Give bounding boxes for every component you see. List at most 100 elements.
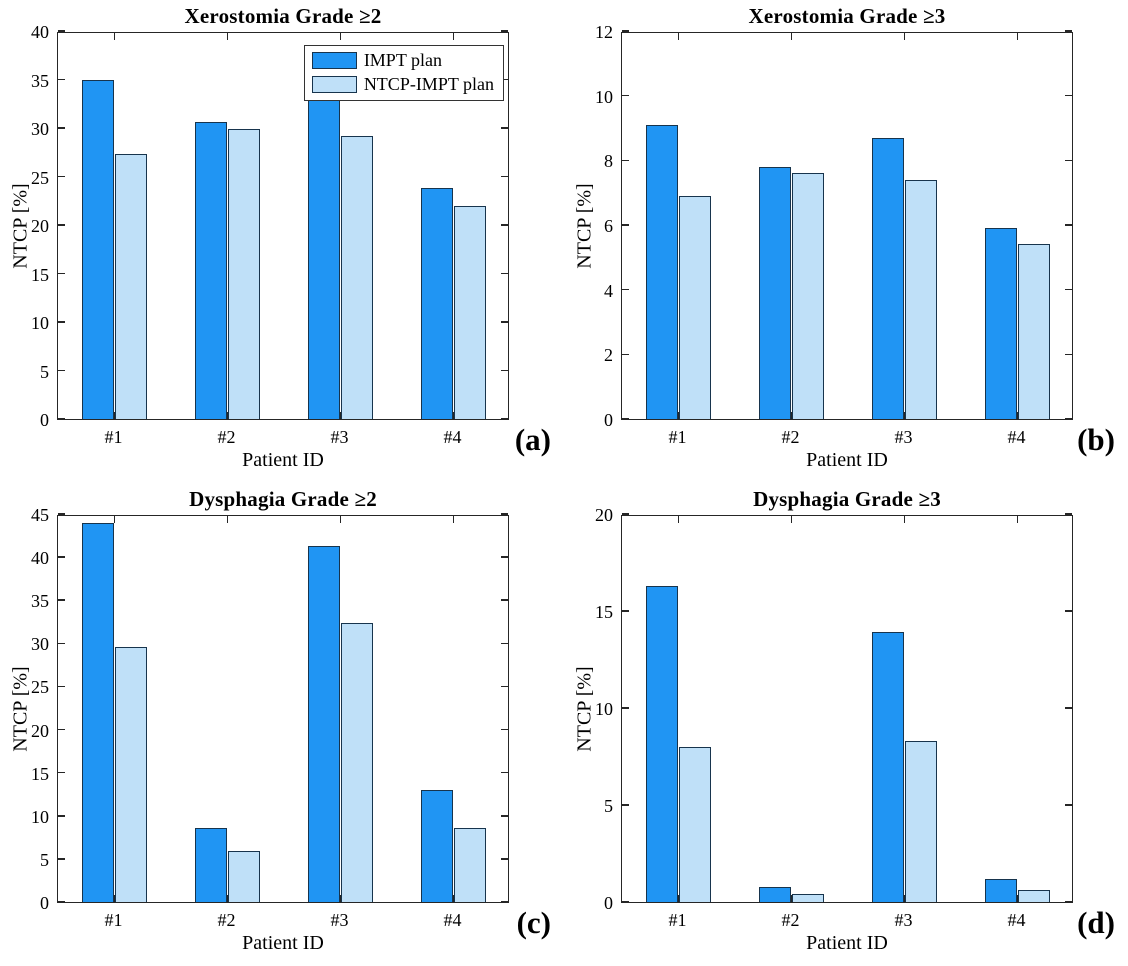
y-tick-label: 5 xyxy=(40,849,49,870)
y-tick-mark xyxy=(622,707,629,709)
bar-ntcp_impt-patient-3 xyxy=(340,135,374,419)
bar-ntcp_impt-patient-4 xyxy=(1017,244,1051,419)
y-tick-label: 25 xyxy=(31,677,49,698)
y-tick-label: 25 xyxy=(31,167,49,188)
y-tick-label: 10 xyxy=(595,86,613,107)
x-tick-label: #3 xyxy=(894,910,913,930)
x-tick-label: #3 xyxy=(330,427,349,447)
y-tick-mark xyxy=(58,815,65,817)
legend-label-impt: IMPT plan xyxy=(363,50,442,70)
chart-title: Xerostomia Grade ≥3 xyxy=(748,4,946,28)
y-tick-label: 0 xyxy=(604,893,613,913)
x-tick-label: #4 xyxy=(1007,910,1026,930)
y-tick-label: 12 xyxy=(595,22,613,42)
bar-ntcp_impt-patient-3 xyxy=(904,740,938,902)
bar-ntcp_impt-patient-1 xyxy=(678,195,712,419)
x-tick-label: #1 xyxy=(104,427,123,447)
x-tick-label: #1 xyxy=(104,910,123,930)
bar-impt-patient-3 xyxy=(871,137,905,419)
y-tick-label: 10 xyxy=(31,313,49,333)
y-tick-mark xyxy=(501,321,508,323)
y-tick-mark xyxy=(58,513,65,515)
x-tick-label: #2 xyxy=(217,427,236,447)
bar-ntcp_impt-patient-2 xyxy=(227,851,261,902)
x-tick-mark xyxy=(677,33,680,40)
y-tick-mark xyxy=(501,771,508,774)
y-tick-label: 15 xyxy=(31,264,49,285)
subplot-dysphagia-grade3: Dysphagia Grade ≥3 NTCP [%] Patient ID (… xyxy=(564,483,1128,966)
x-tick-mark xyxy=(452,516,455,523)
legend-item-impt: IMPT plan xyxy=(311,50,494,71)
y-tick-label: 35 xyxy=(31,70,49,91)
bar-ntcp_impt-patient-1 xyxy=(114,646,148,902)
panel-label-d: (d) xyxy=(1077,905,1115,940)
y-tick-mark xyxy=(501,30,508,32)
chart-title: Xerostomia Grade ≥2 xyxy=(184,4,382,28)
y-tick-mark xyxy=(58,771,65,774)
chart-title: Dysphagia Grade ≥2 xyxy=(189,487,377,511)
bar-impt-patient-1 xyxy=(645,124,679,419)
bar-impt-patient-3 xyxy=(307,545,341,902)
y-tick-label: 0 xyxy=(604,410,613,430)
y-tick-mark xyxy=(501,272,508,275)
y-tick-mark xyxy=(58,272,65,275)
y-tick-label: 35 xyxy=(31,591,49,612)
y-tick-label: 20 xyxy=(31,216,49,236)
bar-ntcp_impt-patient-2 xyxy=(227,128,261,419)
y-tick-mark xyxy=(58,685,65,688)
y-tick-mark xyxy=(58,418,65,420)
y-tick-mark xyxy=(58,858,65,860)
x-tick-mark xyxy=(339,33,342,40)
y-tick-label: 4 xyxy=(604,280,613,301)
y-tick-label: 45 xyxy=(31,505,49,525)
x-tick-label: #4 xyxy=(1007,427,1026,447)
y-tick-label: 8 xyxy=(604,151,613,172)
y-tick-mark xyxy=(501,901,508,903)
x-tick-mark xyxy=(677,516,680,523)
y-tick-mark xyxy=(501,127,508,129)
bar-impt-patient-2 xyxy=(194,122,228,419)
y-tick-mark xyxy=(501,369,508,372)
y-tick-mark xyxy=(501,175,508,178)
bar-ntcp_impt-patient-1 xyxy=(114,154,148,419)
x-axis-label: Patient ID xyxy=(806,932,888,954)
bar-impt-patient-4 xyxy=(984,228,1018,419)
y-tick-mark xyxy=(622,288,629,291)
x-axis-label: Patient ID xyxy=(242,932,324,954)
y-tick-mark xyxy=(622,804,629,806)
y-tick-mark xyxy=(1065,901,1072,903)
legend-item-ntcp-impt: NTCP-IMPT plan xyxy=(311,74,494,95)
y-tick-label: 10 xyxy=(595,699,613,719)
y-tick-mark xyxy=(622,418,629,420)
x-tick-mark xyxy=(339,516,342,523)
x-tick-mark xyxy=(903,516,906,523)
x-axis-label: Patient ID xyxy=(806,449,888,471)
y-tick-mark xyxy=(501,418,508,420)
x-tick-mark xyxy=(452,33,455,40)
y-tick-mark xyxy=(501,858,508,860)
bar-impt-patient-2 xyxy=(758,887,792,902)
y-tick-mark xyxy=(1065,418,1072,420)
x-tick-mark xyxy=(113,33,116,40)
bar-ntcp_impt-patient-3 xyxy=(340,622,374,902)
x-tick-mark xyxy=(903,33,906,40)
x-tick-label: #1 xyxy=(668,910,687,930)
y-tick-mark xyxy=(58,599,65,601)
bar-ntcp_impt-patient-3 xyxy=(904,179,938,419)
bar-impt-patient-2 xyxy=(194,827,228,902)
bar-impt-patient-4 xyxy=(984,878,1018,902)
y-tick-mark xyxy=(501,78,508,81)
x-tick-label: #3 xyxy=(894,427,913,447)
bar-impt-patient-3 xyxy=(307,92,341,419)
y-tick-mark xyxy=(1065,610,1072,612)
y-tick-label: 2 xyxy=(604,345,613,366)
x-tick-label: #2 xyxy=(781,427,800,447)
x-tick-label: #2 xyxy=(217,910,236,930)
y-tick-mark xyxy=(1065,353,1072,356)
subplot-xerostomia-grade3: Xerostomia Grade ≥3 NTCP [%] Patient ID … xyxy=(564,0,1128,483)
y-tick-mark xyxy=(1065,288,1072,291)
bar-impt-patient-3 xyxy=(871,632,905,902)
x-tick-mark xyxy=(226,33,229,40)
legend-swatch-impt xyxy=(311,52,357,70)
